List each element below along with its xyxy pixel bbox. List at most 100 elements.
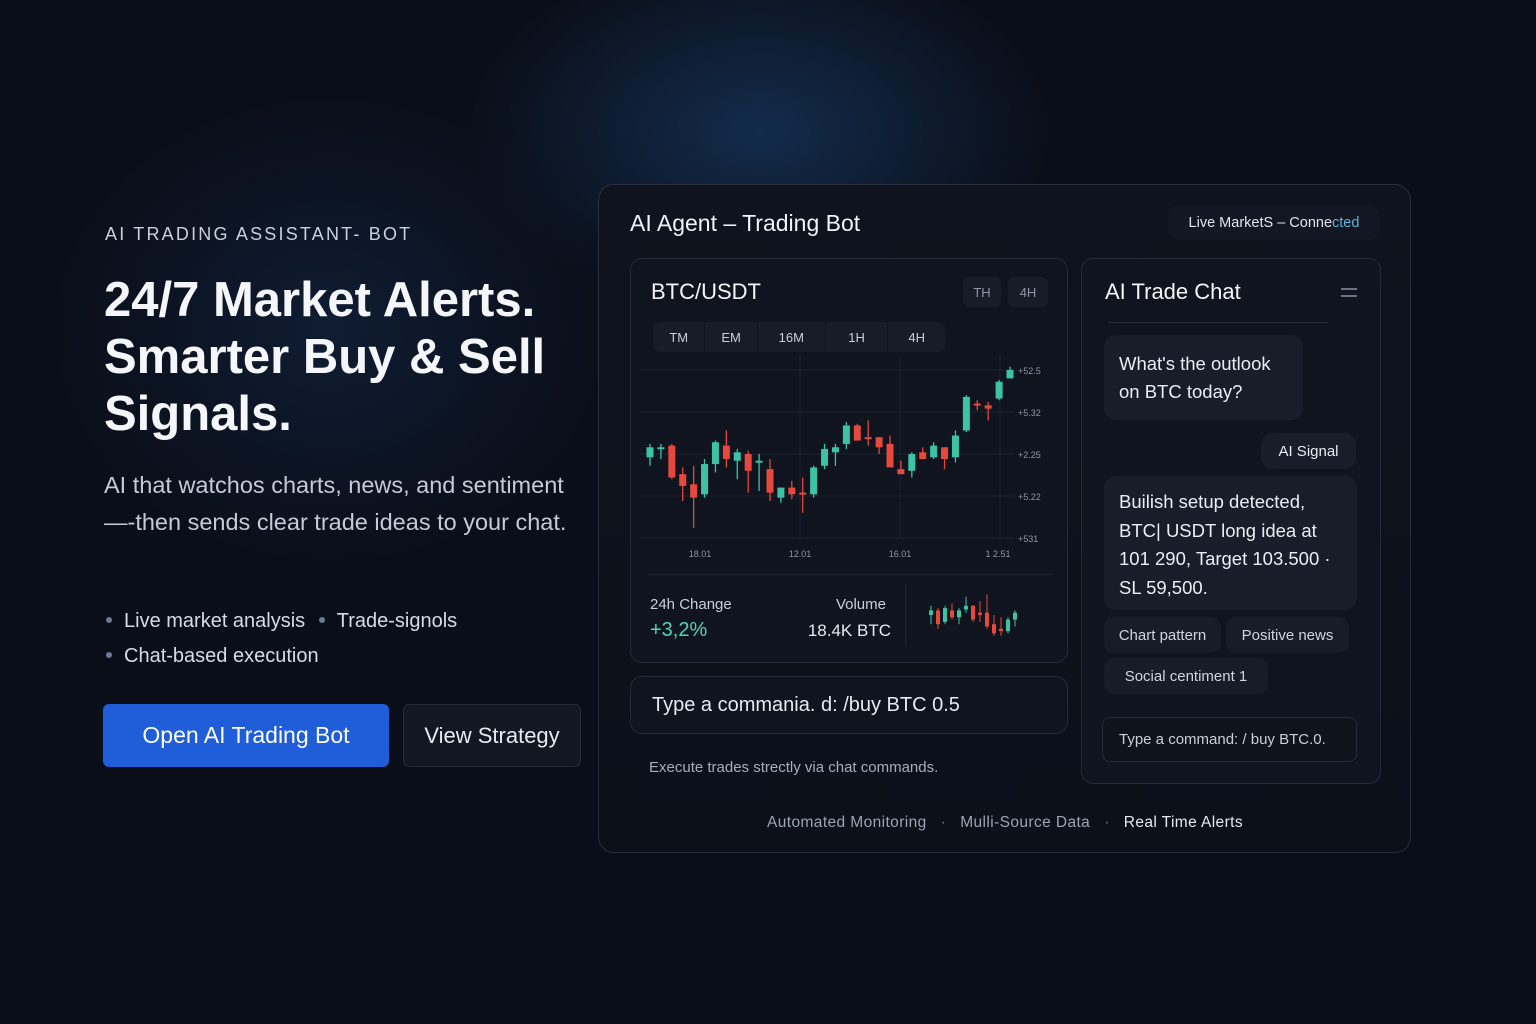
candle-body [679, 474, 687, 486]
candle-body [831, 447, 839, 453]
volume-label: Volume [835, 596, 886, 613]
mini-candle-body [971, 605, 975, 620]
mini-candle-body [1006, 619, 1010, 632]
headline: 24/7 Market Alerts. Smarter Buy & Sell S… [104, 272, 584, 443]
change-label: 24h Change [650, 596, 732, 613]
feature-item: Live market analysis [124, 610, 306, 632]
tab-4h[interactable]: 4H [908, 329, 926, 345]
candle-body [941, 447, 949, 460]
y-tick-label: +5.32 [1018, 408, 1041, 418]
mini-candle-body [999, 628, 1003, 632]
lead-text: AI that watchos charts, news, and sentim… [104, 472, 567, 535]
x-tick-label: 1 2.51 [985, 549, 1010, 559]
feature-footer: Automated Monitoring · Mulli-Source Data · R… [767, 814, 1243, 831]
timeframe-tabs: TM EM 16M 1H 4H [653, 322, 945, 352]
app-title: AI Agent – Trading Bot [630, 210, 861, 236]
y-tick-label: +2.25 [1018, 450, 1041, 460]
candle-body [799, 492, 807, 495]
feature-item: Chat-based execution [124, 645, 319, 667]
bullet-icon [106, 651, 112, 658]
candle-body [853, 425, 861, 441]
feature-item: Trade-signols [336, 610, 458, 632]
mini-chart [929, 594, 1017, 636]
mini-candle-body [943, 608, 947, 622]
mini-candle-body [964, 605, 968, 610]
tab-16m[interactable]: 16M [758, 322, 826, 352]
candle-body [1006, 370, 1014, 379]
connection-status-badge: Live MarketS – Conne cted [1168, 206, 1380, 240]
candle-body [984, 405, 992, 409]
user-message: What's the outlook on BTC today? [1104, 335, 1303, 420]
headline-line: 24/7 Market Alerts. [104, 273, 536, 327]
footer-item: Real Time Alerts [1123, 814, 1243, 831]
candle-body [886, 443, 894, 468]
tab-em[interactable]: EM [705, 322, 758, 352]
mini-candle-body [985, 612, 989, 627]
candle-body [788, 487, 796, 495]
mini-candle-body [992, 624, 996, 634]
feature-list: Live market analysis Trade-signols Chat-… [106, 604, 457, 674]
chat-title: AI Trade Chat [1105, 279, 1241, 304]
divider [1108, 322, 1328, 323]
x-tick-label: 12.01 [789, 549, 812, 559]
tab-1h[interactable]: 1H [826, 322, 889, 352]
candle-body [646, 447, 654, 458]
mini-candle-body [950, 610, 954, 618]
chip-4h[interactable]: 4H [1008, 277, 1048, 307]
candlestick-chart[interactable]: +52.5 +5.32 +2.25 +5.22 +531 18.01 12.01 16.01 1… [640, 355, 1060, 565]
candle-body [995, 381, 1003, 399]
candle-body [810, 467, 818, 495]
signal-message: Builish setup detected, BTC| USDT long i… [1104, 476, 1357, 610]
candle-body [821, 448, 829, 466]
command-input[interactable]: Type a commania. d: /buy BTC 0.5 [630, 676, 1068, 734]
candle-body [951, 435, 959, 458]
candle-body [919, 452, 927, 460]
candle-body [973, 403, 981, 406]
x-tick-label: 18.01 [689, 549, 712, 559]
x-tick-label: 16.01 [889, 549, 912, 559]
tag-chart-pattern[interactable]: Chart pattern [1104, 617, 1221, 653]
volume-value: 18.4K BTC [807, 621, 891, 640]
footer-item: Mulli-Source Data [960, 814, 1091, 831]
tag-social-sentiment[interactable]: Social centiment 1 [1104, 658, 1268, 694]
candle-body [701, 464, 709, 495]
mini-candle-body [936, 610, 940, 625]
mini-candle-body [929, 610, 933, 615]
menu-icon[interactable] [1341, 288, 1357, 297]
candle-body [711, 442, 719, 465]
change-value: +3,2% [650, 619, 708, 641]
divider [648, 574, 1053, 575]
bullet-icon [106, 616, 112, 623]
candle-body [733, 452, 741, 461]
mini-candle-body [1013, 612, 1017, 620]
y-tick-label: +5.22 [1018, 492, 1041, 502]
eyebrow: AI TRADING ASSISTANT- BOT [105, 224, 413, 244]
candle-body [864, 437, 872, 440]
ai-signal-label: AI Signal [1261, 433, 1356, 469]
hint-text: Execute trades strectly via chat command… [649, 759, 939, 776]
candle-body [657, 447, 665, 450]
chat-command-input[interactable]: Type a command: / buy BTC.0. [1102, 717, 1357, 762]
view-strategy-button[interactable]: View Strategy [403, 704, 581, 767]
bullet-icon [318, 616, 325, 623]
chip-th[interactable]: TH [963, 277, 1001, 307]
pair-title: BTC/USDT [651, 279, 761, 304]
candle-body [875, 437, 883, 448]
candle-body [962, 396, 970, 431]
candle-body [755, 460, 763, 463]
candle-body [930, 445, 938, 458]
candle-body [722, 445, 730, 460]
mini-candle-body [978, 612, 982, 615]
tab-tm[interactable]: TM [653, 322, 706, 352]
candle-body [842, 425, 850, 444]
open-bot-button[interactable]: Open AI Trading Bot [103, 704, 389, 767]
status-text-accent: cted [1332, 215, 1360, 231]
tag-positive-news[interactable]: Positive news [1226, 617, 1349, 653]
y-tick-label: +531 [1018, 534, 1038, 544]
footer-item: Automated Monitoring [767, 814, 927, 831]
headline-line: Signals. [104, 387, 292, 441]
candle-body [690, 484, 698, 498]
divider [905, 584, 906, 646]
status-text: Live MarketS – Conne [1188, 215, 1333, 231]
candle-body [766, 469, 774, 493]
